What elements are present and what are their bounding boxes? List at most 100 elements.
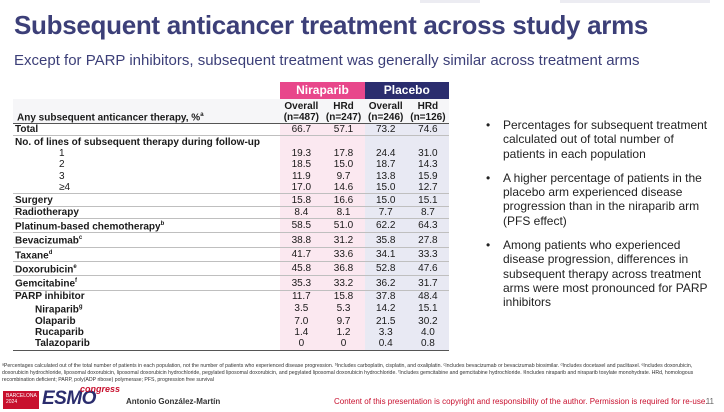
cell-niraparib-overall: 3.5 — [280, 302, 323, 316]
cell-placebo-overall: 15.0 — [364, 181, 407, 194]
cell-placebo-hrd: 0.8 — [406, 338, 449, 351]
cell-niraparib-hrd: 8.1 — [322, 205, 365, 219]
cell-niraparib-overall: 41.7 — [280, 246, 323, 262]
cell-niraparib-hrd: 16.6 — [322, 193, 365, 207]
table-row: No. of lines of subsequent therapy durin… — [13, 135, 449, 148]
table-row: Platinum-based chemotherapyb 58.5 51.0 62.2… — [13, 218, 449, 233]
table-row: PARP inhibitor 11.7 15.8 37.8 48.4 — [13, 289, 449, 303]
cell-placebo-hrd: 64.3 — [406, 218, 449, 233]
cell-placebo-hrd: 47.6 — [406, 261, 449, 276]
cell-placebo-overall: 13.8 — [364, 170, 407, 182]
col-header-niraparib-overall: Overall (n=487) — [280, 99, 323, 124]
group-header-placebo: Placebo — [364, 82, 449, 99]
bullet-item: • Among patients who experienced disease … — [486, 238, 708, 310]
cell-placebo-overall: 52.8 — [364, 261, 407, 276]
cell-placebo-overall: 37.8 — [364, 289, 407, 303]
row-label: ≥4 — [59, 182, 71, 194]
cell-placebo-overall: 18.7 — [364, 159, 407, 171]
row-label: Rucaparib — [35, 327, 84, 339]
cell-niraparib-overall: 38.8 — [280, 232, 323, 248]
bullet-list: • Percentages for subsequent treatment ca… — [486, 118, 708, 320]
cell-niraparib-overall: 1.4 — [280, 326, 323, 339]
row-label: 3 — [59, 170, 65, 182]
cell-niraparib-hrd: 15.8 — [322, 289, 365, 303]
cell-placebo-hrd: 31.7 — [406, 275, 449, 291]
row-label: Niraparibg — [35, 304, 83, 316]
table-row: Gemcitabinef 35.3 33.2 36.2 31.7 — [13, 275, 449, 291]
col-header-placebo-overall: Overall (n=246) — [364, 99, 407, 124]
cell-placebo-hrd: 48.4 — [406, 289, 449, 303]
table-row: Total 66.7 57.1 73.2 74.6 — [13, 123, 449, 137]
page-number: 11 — [705, 397, 714, 406]
group-header-niraparib: Niraparib — [280, 82, 365, 99]
row-label: Gemcitabinef — [13, 275, 281, 291]
table-row: Taxaned 41.7 33.6 34.1 33.3 — [13, 246, 449, 262]
cell-niraparib-hrd: 33.6 — [322, 246, 365, 262]
table-row: Doxorubicine 45.8 36.8 52.8 47.6 — [13, 261, 449, 276]
bullet-item: • Percentages for subsequent treatment ca… — [486, 118, 708, 161]
cell-niraparib-hrd: 14.6 — [322, 181, 365, 194]
row-label: Total — [13, 123, 281, 137]
row-label: Surgery — [13, 193, 281, 207]
col-header-placebo-hrd: HRd (n=126) — [406, 99, 449, 124]
top-decoration-right — [560, 0, 710, 3]
copyright-notice: Content of this presentation is copyrigh… — [334, 397, 708, 406]
cell-placebo-hrd: 4.0 — [406, 326, 449, 339]
cell-placebo-hrd: 31.0 — [406, 147, 449, 160]
cell-niraparib-hrd: 15.0 — [322, 159, 365, 171]
cell-placebo-overall: 36.2 — [364, 275, 407, 291]
table-row: Niraparibg 3.5 5.3 14.2 15.1 — [13, 302, 449, 316]
bullet-dot-icon: • — [486, 118, 491, 132]
cell-niraparib-overall: 45.8 — [280, 261, 323, 276]
table-row: 3 11.9 9.7 13.8 15.9 — [13, 170, 449, 182]
cell-placebo-overall: 34.1 — [364, 246, 407, 262]
footnote: ᵃPercentages calculated out of the total… — [2, 363, 694, 383]
bullet-dot-icon: • — [486, 170, 491, 185]
cell-niraparib-hrd: 31.2 — [322, 232, 365, 248]
row-label: PARP inhibitor — [13, 289, 281, 303]
row-label: Taxaned — [13, 246, 281, 262]
row-label: 1 — [59, 147, 65, 159]
cell-placebo-overall: 62.2 — [364, 218, 407, 233]
cell-placebo-hrd: 30.2 — [406, 315, 449, 327]
cell-niraparib-hrd: 9.7 — [322, 170, 365, 182]
row-label: Doxorubicine — [13, 261, 281, 276]
bullet-item: • A higher percentage of patients in the … — [486, 170, 702, 228]
row-label: Talazoparib — [13, 338, 281, 351]
cell-niraparib-overall: 58.5 — [280, 218, 323, 233]
presenter-name: Antonio González-Martín — [126, 397, 221, 406]
table-row: ≥4 17.0 14.6 15.0 12.7 — [13, 181, 449, 194]
row-label: 2 — [59, 159, 65, 171]
cell-placebo-overall: 7.7 — [364, 205, 407, 219]
cell-placebo-hrd: 74.6 — [406, 123, 449, 137]
cell-niraparib-hrd: 57.1 — [322, 123, 365, 137]
top-decoration-left — [420, 0, 480, 3]
cell-niraparib-hrd: 17.8 — [322, 147, 365, 160]
cell-placebo-overall: 24.4 — [364, 147, 407, 160]
table-row: Bevacizumabc 38.8 31.2 35.8 27.8 — [13, 232, 449, 248]
cell-niraparib-overall: 66.7 — [280, 123, 323, 137]
esmo-logo-congress: congress — [80, 384, 121, 394]
cell-niraparib-hrd: 1.2 — [322, 326, 365, 339]
cell-placebo-hrd: 14.3 — [406, 159, 449, 171]
cell-placebo-overall: 73.2 — [364, 123, 407, 137]
cell-niraparib-overall: 15.8 — [280, 193, 323, 207]
cell-niraparib-overall: 0 — [280, 338, 323, 351]
row-label: Radiotherapy — [13, 205, 281, 219]
esmo-logo-badge: BARCELONA 2024 — [3, 391, 39, 409]
cell-niraparib-hrd: 0 — [322, 338, 365, 351]
cell-placebo-overall: 14.2 — [364, 302, 407, 316]
cell-niraparib-overall: 17.0 — [280, 181, 323, 194]
cell-niraparib-overall — [280, 135, 323, 148]
table-row: Olaparib 7.0 9.7 21.5 30.2 — [13, 315, 449, 327]
row-label: Bevacizumabc — [13, 232, 281, 248]
row-label: Platinum-based chemotherapyb — [13, 218, 281, 233]
table-row: Radiotherapy 8.4 8.1 7.7 8.7 — [13, 205, 449, 219]
slide-subtitle: Except for PARP inhibitors, subsequent t… — [14, 52, 640, 69]
cell-niraparib-hrd: 33.2 — [322, 275, 365, 291]
cell-placebo-hrd: 15.1 — [406, 193, 449, 207]
table-row: Surgery 15.8 16.6 15.0 15.1 — [13, 193, 449, 207]
cell-placebo-hrd: 27.8 — [406, 232, 449, 248]
cell-placebo-overall: 21.5 — [364, 315, 407, 327]
col-header-niraparib-hrd: HRd (n=247) — [322, 99, 365, 124]
